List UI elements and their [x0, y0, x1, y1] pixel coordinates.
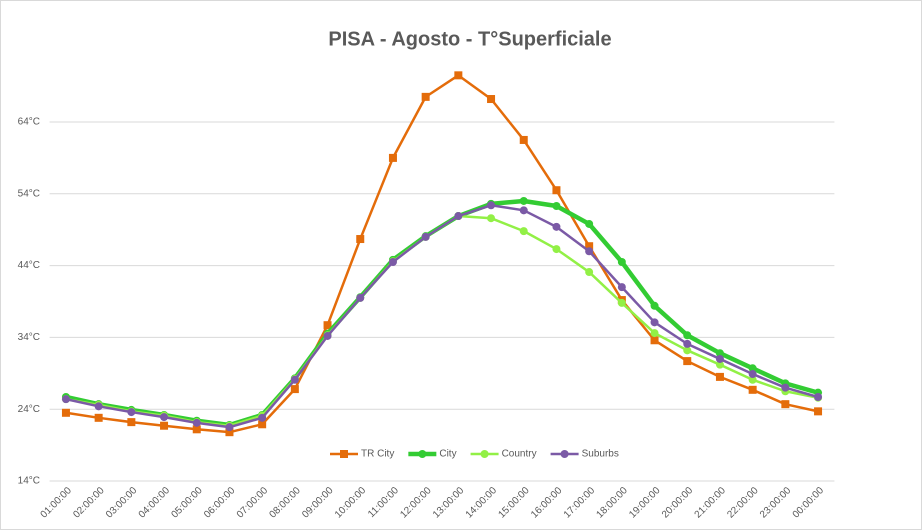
data-point	[487, 95, 496, 104]
data-point	[552, 222, 561, 231]
y-tick-label: 34°C	[18, 332, 40, 343]
data-point	[421, 92, 430, 101]
data-point	[487, 201, 496, 210]
y-tick-label: 24°C	[18, 404, 40, 415]
data-point	[519, 227, 528, 236]
data-point	[94, 402, 103, 411]
data-point	[487, 214, 496, 223]
data-point	[715, 354, 724, 363]
data-point	[127, 408, 136, 417]
data-point	[388, 153, 397, 162]
data-point	[519, 206, 528, 215]
data-point	[290, 375, 299, 384]
data-point	[290, 385, 299, 394]
data-point	[585, 247, 594, 256]
y-tick-label: 14°C	[18, 476, 40, 487]
data-point	[160, 421, 169, 430]
legend-marker	[340, 450, 348, 458]
data-point	[454, 71, 463, 80]
data-point	[650, 336, 659, 345]
data-point	[715, 372, 724, 381]
data-point	[617, 298, 626, 307]
data-point	[225, 428, 234, 437]
data-point	[617, 258, 626, 267]
data-point	[683, 346, 692, 355]
data-point	[160, 413, 169, 422]
data-point	[356, 235, 365, 244]
data-point	[356, 293, 365, 302]
data-point	[323, 331, 332, 340]
chart-title: PISA - Agosto - T°Superficiale	[328, 28, 611, 50]
y-tick-label: 64°C	[18, 117, 40, 128]
data-point	[258, 413, 267, 422]
data-point	[585, 242, 594, 251]
y-tick-label: 54°C	[18, 188, 40, 199]
data-point	[225, 423, 234, 432]
data-point	[683, 339, 692, 348]
y-tick-label: 44°C	[18, 260, 40, 271]
series-line	[65, 204, 819, 429]
data-point	[683, 357, 692, 366]
data-point	[519, 196, 528, 205]
data-point	[258, 420, 267, 429]
data-point	[61, 408, 70, 417]
data-point	[323, 321, 332, 330]
data-point	[748, 370, 757, 379]
data-point	[585, 268, 594, 277]
legend-label: TR City	[361, 449, 394, 460]
data-point	[519, 135, 528, 144]
data-point	[127, 418, 136, 427]
legend-marker	[560, 450, 569, 458]
data-point	[454, 212, 463, 221]
data-point	[650, 301, 659, 310]
data-point	[814, 392, 823, 401]
legend-label: Country	[502, 449, 537, 460]
data-point	[748, 385, 757, 394]
legend-label: City	[439, 449, 456, 460]
data-point	[388, 258, 397, 267]
data-point	[61, 395, 70, 404]
series-line	[65, 74, 819, 434]
data-point	[715, 349, 724, 358]
data-point	[650, 329, 659, 338]
data-point	[552, 202, 561, 211]
legend-marker	[480, 450, 489, 458]
data-point	[617, 283, 626, 292]
legend-label: Suburbs	[582, 449, 619, 460]
data-point	[748, 375, 757, 384]
data-point	[715, 360, 724, 369]
data-point	[552, 245, 561, 254]
data-point	[421, 232, 430, 241]
data-point	[781, 400, 790, 409]
data-point	[192, 418, 201, 427]
data-point	[748, 364, 757, 373]
data-point	[650, 318, 659, 327]
legend-marker	[418, 450, 427, 458]
data-point	[683, 331, 692, 340]
data-point	[585, 219, 594, 228]
data-point	[781, 383, 790, 392]
data-point	[192, 425, 201, 434]
data-point	[552, 186, 561, 195]
data-point	[94, 413, 103, 422]
data-point	[814, 407, 823, 416]
